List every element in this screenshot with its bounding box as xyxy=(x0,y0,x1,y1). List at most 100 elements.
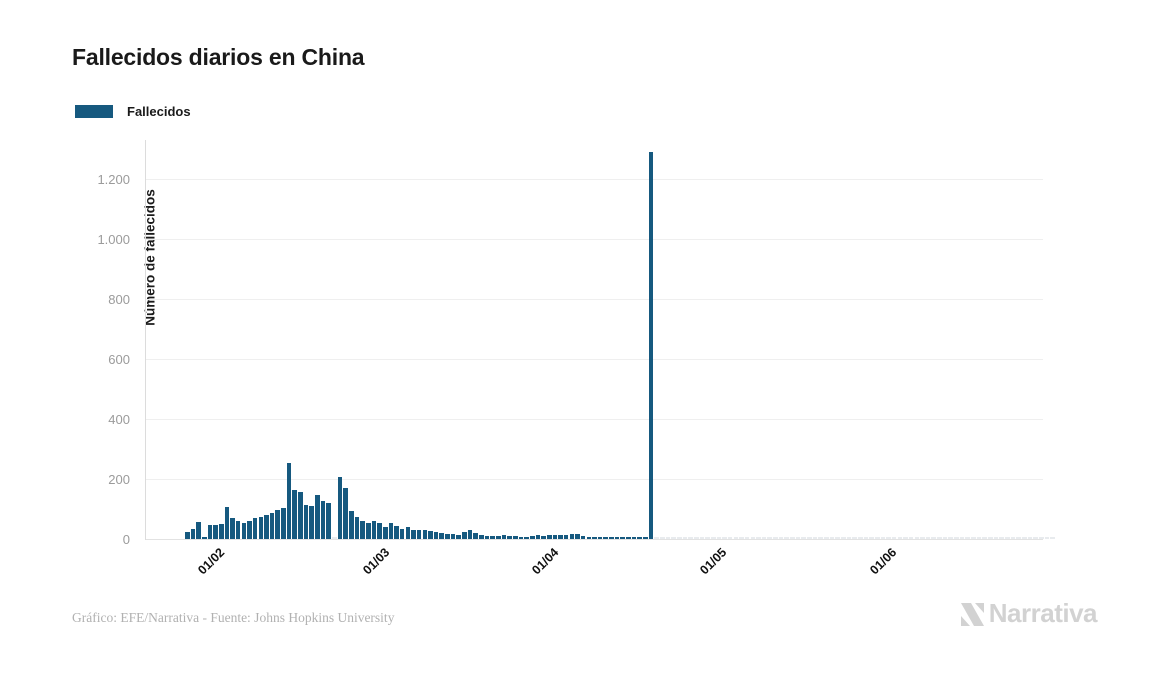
bar-06-03 xyxy=(411,529,416,539)
y-tick-label-600: 600 xyxy=(108,352,130,367)
bar-27-06 xyxy=(1050,537,1055,539)
bar-09-02 xyxy=(264,515,269,539)
bar-04-05 xyxy=(744,537,750,539)
x-tick-label-01-05: 01/05 xyxy=(697,545,730,578)
y-tick-label-400: 400 xyxy=(108,412,130,427)
bar-19-04 xyxy=(660,537,665,539)
bar-24-06 xyxy=(1033,537,1038,539)
bar-12-06 xyxy=(965,537,970,539)
gridline-y-1200 xyxy=(146,179,1043,180)
gridline-y-0 xyxy=(146,539,1043,540)
bar-30-04 xyxy=(722,537,727,539)
bar-10-05 xyxy=(778,537,784,539)
bar-07-05 xyxy=(761,537,767,539)
bar-21-02 xyxy=(332,537,337,539)
bar-12-02 xyxy=(281,508,286,539)
bar-05-03 xyxy=(405,527,411,539)
bar-21-05 xyxy=(840,537,846,539)
bar-17-04 xyxy=(648,152,654,539)
bar-19-05 xyxy=(829,537,835,539)
bar-31-05 xyxy=(897,537,903,539)
bar-15-04 xyxy=(637,537,642,539)
bar-04-06 xyxy=(920,537,925,539)
bar-03-03 xyxy=(394,526,399,539)
bar-08-05 xyxy=(767,537,773,539)
bar-29-02 xyxy=(377,522,382,539)
bar-07-04 xyxy=(592,537,597,539)
bar-31-03 xyxy=(552,534,558,539)
bar-06-04 xyxy=(586,536,592,539)
bar-18-02 xyxy=(315,494,320,539)
bar-26-04 xyxy=(699,537,705,539)
bar-13-04 xyxy=(626,537,631,539)
bar-05-02 xyxy=(241,523,247,539)
bar-12-05 xyxy=(790,537,795,539)
bar-28-05 xyxy=(880,537,886,539)
bar-24-02 xyxy=(349,510,354,539)
bar-26-01 xyxy=(185,531,190,539)
bar-18-03 xyxy=(479,534,484,539)
bar-12-04 xyxy=(620,537,626,539)
bar-23-02 xyxy=(343,488,348,539)
bar-01-03 xyxy=(382,527,388,539)
bar-28-02 xyxy=(371,520,377,539)
bar-16-05 xyxy=(812,537,818,539)
bar-22-03 xyxy=(501,534,507,539)
bar-21-04 xyxy=(671,537,676,539)
bar-16-06 xyxy=(988,537,993,539)
bar-30-01 xyxy=(207,525,213,539)
bar-18-04 xyxy=(654,537,659,539)
page-title: Fallecidos diarios en China xyxy=(72,44,365,70)
bar-24-05 xyxy=(857,537,863,539)
bar-02-04 xyxy=(563,535,569,539)
bar-16-03 xyxy=(467,530,473,539)
narrativa-wordmark: Narrativa xyxy=(988,598,1098,628)
bar-08-02 xyxy=(258,517,264,539)
y-tick-label-1000: 1.000 xyxy=(97,232,130,247)
bar-17-03 xyxy=(473,533,478,539)
bar-17-06 xyxy=(993,537,999,539)
bar-30-05 xyxy=(891,537,897,539)
bar-08-03 xyxy=(422,530,428,539)
bar-09-04 xyxy=(603,537,609,539)
bar-02-02 xyxy=(224,507,230,539)
y-tick-label-200: 200 xyxy=(108,472,130,487)
bar-22-05 xyxy=(846,537,852,539)
bar-13-05 xyxy=(795,537,801,539)
legend-swatch-fallecidos xyxy=(75,105,113,118)
plot-area: 01/02 01/03 01/04 01/05 01/06 xyxy=(145,140,1055,577)
bar-12-03 xyxy=(445,533,450,539)
bar-15-05 xyxy=(807,537,812,539)
bar-25-04 xyxy=(693,537,699,539)
bar-22-06 xyxy=(1021,537,1027,539)
x-tick-label-01-04: 01/04 xyxy=(529,545,562,578)
bar-17-02 xyxy=(309,506,314,539)
bar-05-04 xyxy=(580,536,586,539)
narrativa-logo: Narrativa xyxy=(959,598,1098,629)
bar-22-02 xyxy=(337,477,343,539)
bar-28-01 xyxy=(196,521,201,539)
bar-29-05 xyxy=(886,537,891,539)
gridline-y-600 xyxy=(146,359,1043,360)
bar-03-06 xyxy=(914,537,920,539)
bar-27-04 xyxy=(705,537,710,539)
bar-19-03 xyxy=(484,535,490,539)
bar-18-06 xyxy=(999,537,1004,539)
bar-01-04 xyxy=(558,534,563,539)
bar-04-04 xyxy=(575,534,580,539)
bar-15-03 xyxy=(462,532,467,539)
bar-24-04 xyxy=(688,537,693,539)
x-tick-label-01-03: 01/03 xyxy=(360,545,393,578)
bar-11-02 xyxy=(275,509,281,539)
bar-10-04 xyxy=(609,537,614,539)
bar-03-05 xyxy=(739,537,744,539)
bar-14-04 xyxy=(631,537,637,539)
bar-31-01 xyxy=(213,525,218,539)
bar-27-02 xyxy=(365,523,371,539)
bar-14-05 xyxy=(801,537,806,539)
bar-23-03 xyxy=(507,535,512,539)
legend: Fallecidos xyxy=(75,104,191,119)
bar-23-05 xyxy=(852,537,857,539)
narrativa-n-icon xyxy=(960,602,984,626)
gridline-y-800 xyxy=(146,299,1043,300)
